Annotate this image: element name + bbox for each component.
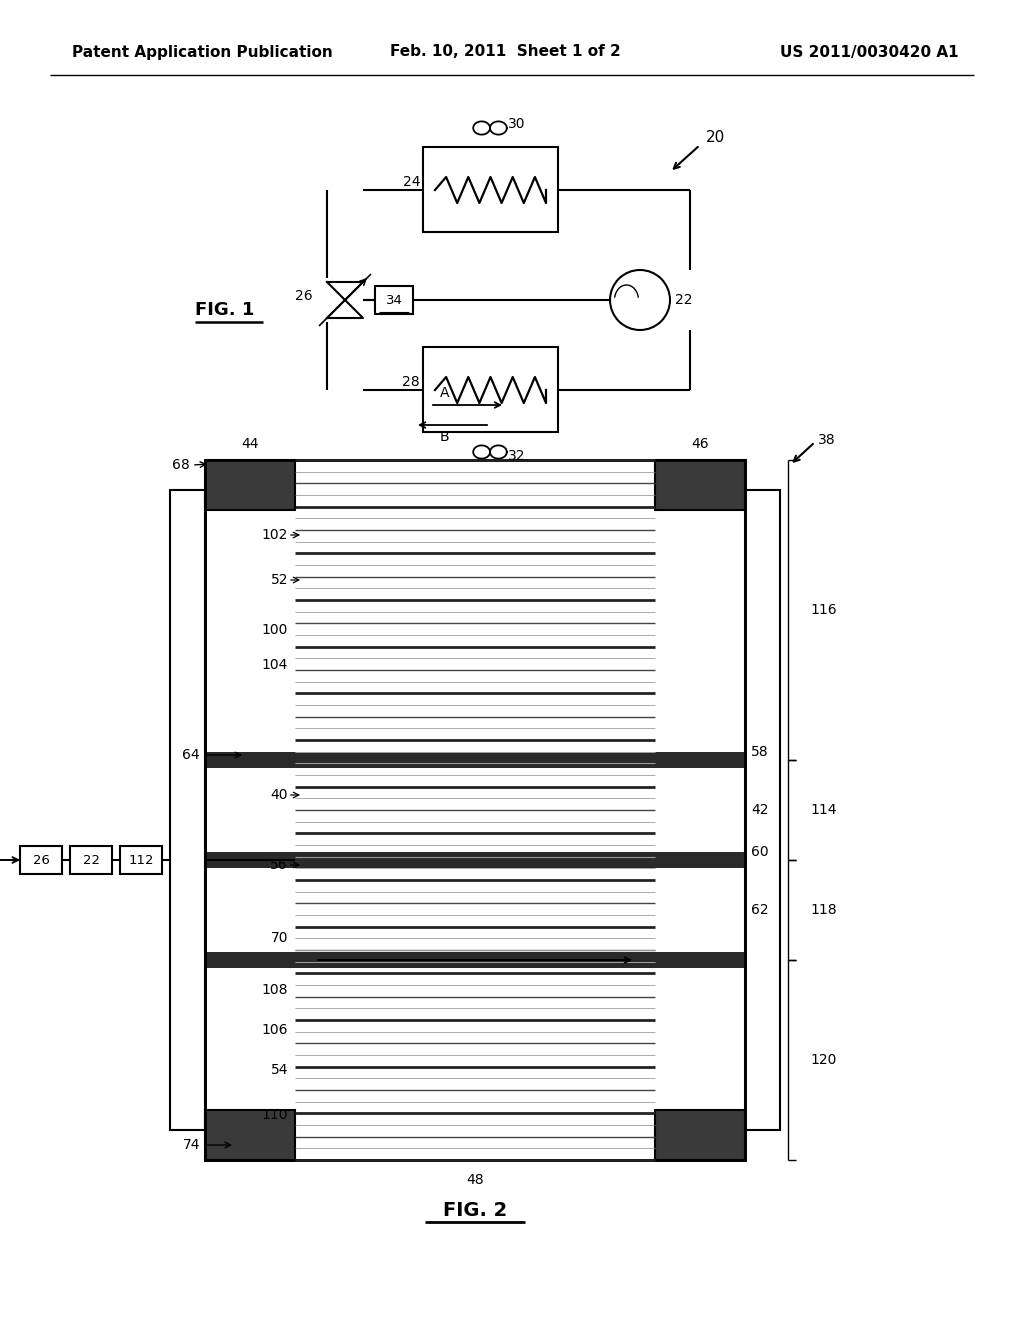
Bar: [375, 286, 413, 314]
Text: 110: 110: [261, 1107, 288, 1122]
Text: 108: 108: [261, 983, 288, 997]
Bar: [205, 1110, 295, 1160]
Bar: [205, 851, 745, 869]
Text: FIG. 2: FIG. 2: [442, 1200, 507, 1220]
Text: 118: 118: [810, 903, 837, 917]
Text: 56: 56: [270, 858, 288, 873]
Text: 24: 24: [402, 176, 420, 189]
Text: 48: 48: [466, 1173, 483, 1187]
Text: 52: 52: [270, 573, 288, 587]
Text: A: A: [440, 385, 450, 400]
Text: 22: 22: [83, 854, 99, 866]
Text: 64: 64: [182, 748, 200, 762]
Bar: [205, 459, 745, 1160]
Bar: [423, 147, 558, 232]
Bar: [205, 752, 745, 768]
Bar: [655, 1110, 745, 1160]
Bar: [423, 347, 558, 432]
Bar: [70, 846, 112, 874]
Text: 22: 22: [675, 293, 692, 308]
Text: 20: 20: [706, 131, 725, 145]
Bar: [205, 459, 295, 510]
Bar: [205, 952, 745, 968]
Text: 44: 44: [242, 437, 259, 451]
Text: US 2011/0030420 A1: US 2011/0030420 A1: [780, 45, 958, 59]
Text: 114: 114: [810, 803, 837, 817]
Text: 30: 30: [508, 117, 525, 131]
Text: 58: 58: [751, 744, 769, 759]
Bar: [120, 846, 162, 874]
Text: Patent Application Publication: Patent Application Publication: [72, 45, 333, 59]
Text: B: B: [440, 430, 450, 444]
Text: 46: 46: [691, 437, 709, 451]
Text: FIG. 1: FIG. 1: [195, 301, 254, 319]
Text: 68: 68: [172, 458, 190, 473]
Bar: [20, 846, 62, 874]
Bar: [205, 459, 295, 510]
Text: 70: 70: [270, 931, 288, 945]
Bar: [170, 490, 205, 1130]
Text: 74: 74: [182, 1138, 200, 1152]
Text: 116: 116: [810, 603, 837, 616]
Bar: [655, 459, 745, 510]
Text: 106: 106: [261, 1023, 288, 1038]
Bar: [205, 1110, 295, 1160]
Text: 42: 42: [751, 803, 768, 817]
Text: 60: 60: [751, 845, 769, 859]
Text: 26: 26: [33, 854, 49, 866]
Text: 40: 40: [270, 788, 288, 803]
Text: 102: 102: [261, 528, 288, 543]
Text: 34: 34: [386, 293, 402, 306]
Text: 100: 100: [261, 623, 288, 638]
Text: 28: 28: [402, 375, 420, 389]
Bar: [745, 490, 780, 1130]
Bar: [655, 459, 745, 510]
Bar: [655, 1110, 745, 1160]
Text: 112: 112: [128, 854, 154, 866]
Text: 54: 54: [270, 1063, 288, 1077]
Text: 104: 104: [261, 657, 288, 672]
Text: Feb. 10, 2011  Sheet 1 of 2: Feb. 10, 2011 Sheet 1 of 2: [390, 45, 621, 59]
Text: 120: 120: [810, 1053, 837, 1067]
Text: 62: 62: [751, 903, 769, 917]
Bar: [205, 459, 745, 1160]
Text: 38: 38: [818, 433, 836, 447]
Text: 26: 26: [295, 289, 313, 304]
Text: 32: 32: [508, 449, 525, 463]
